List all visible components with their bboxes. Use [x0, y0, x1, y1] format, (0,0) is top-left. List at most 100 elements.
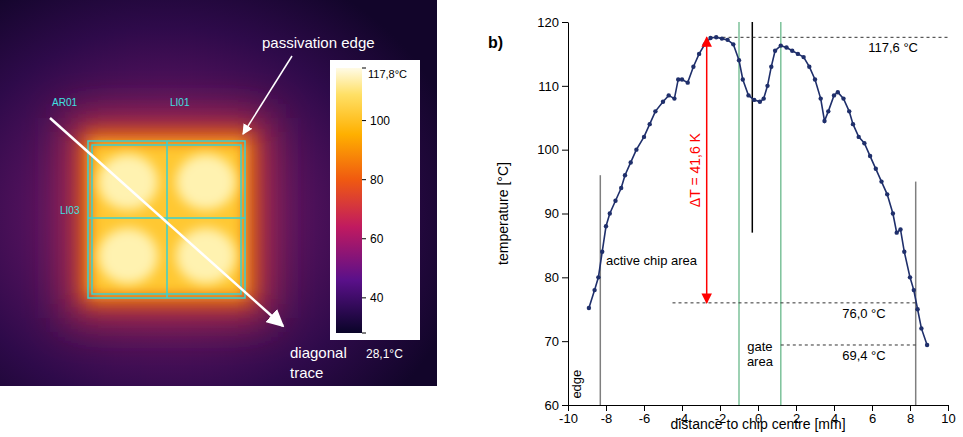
x-tick-label: -10 [559, 411, 578, 426]
x-tick-mark [568, 405, 569, 411]
data-point [784, 45, 788, 49]
vertical-line [780, 22, 782, 405]
annotation: edge [569, 370, 584, 399]
data-point [661, 100, 665, 104]
x-tick: 10 [941, 405, 955, 426]
data-point [862, 141, 866, 145]
colorbar-label: 80 [370, 173, 384, 187]
y-tick-label: 110 [538, 78, 559, 93]
data-point [790, 49, 794, 53]
hot-spot [98, 154, 158, 210]
y-tick: 60 [545, 398, 568, 413]
vertical-line [738, 22, 740, 405]
data-point [680, 77, 684, 81]
y-tick-label: 70 [545, 334, 559, 349]
delta-arrow [706, 37, 708, 303]
annotation: passivation edge [262, 34, 375, 51]
data-point [758, 100, 762, 104]
overlay-line [166, 141, 168, 298]
chart-title: b) [488, 34, 503, 51]
data-point [648, 122, 652, 126]
y-tick: 120 [537, 15, 568, 30]
colorbar-label: 40 [370, 291, 384, 305]
line-label: 76,0 °C [842, 306, 886, 321]
vertical-line [752, 22, 754, 233]
colorbar-gradient [336, 68, 362, 333]
vertical-line [600, 175, 602, 405]
y-tick-label: 120 [537, 15, 559, 30]
x-tick-label: -6 [639, 411, 651, 426]
y-tick-mark [562, 277, 568, 278]
annotation: active chip area [606, 253, 698, 268]
hot-spot [98, 228, 158, 284]
hot-spot [176, 154, 236, 210]
data-point [902, 250, 906, 254]
heat-glow [68, 118, 268, 318]
data-point [868, 154, 872, 158]
x-tick: -6 [639, 405, 651, 426]
x-tick-mark [796, 405, 797, 411]
x-tick: 8 [907, 405, 914, 426]
data-point [619, 186, 623, 190]
colorbar-tick [362, 179, 366, 180]
data-point [623, 173, 627, 177]
data-point [822, 119, 826, 123]
x-tick-mark [834, 405, 835, 411]
data-point [672, 96, 676, 100]
data-point [919, 326, 923, 330]
line-label: 69,4 °C [842, 348, 886, 363]
dashed-line [781, 344, 916, 345]
data-point [737, 58, 741, 62]
y-tick-label: 80 [545, 270, 559, 285]
data-point [832, 93, 836, 97]
colorbar-label: 117,8°C [368, 68, 407, 80]
data-point [841, 96, 845, 100]
data-point [915, 307, 919, 311]
data-point [592, 288, 596, 292]
annotation-line: diagonal [290, 344, 347, 361]
x-tick-mark [948, 405, 949, 411]
y-axis-title: temperature [°C] [495, 162, 511, 265]
data-point [925, 343, 929, 347]
data-point [608, 211, 612, 215]
data-point [765, 84, 769, 88]
data-point [714, 35, 718, 39]
x-tick: 6 [869, 405, 876, 426]
data-point [686, 80, 690, 84]
dashed-line [711, 37, 949, 38]
x-tick-mark [682, 405, 683, 411]
y-tick-mark [562, 405, 568, 406]
series [587, 35, 930, 347]
diagonal-arrow [50, 118, 283, 326]
colorbar-label: 60 [370, 232, 384, 246]
data-point [813, 77, 817, 81]
data-point [731, 42, 735, 46]
x-tick: -8 [601, 405, 613, 426]
measurement-overlay [88, 141, 245, 298]
annotation-line: gate [747, 339, 772, 354]
reference-lines [600, 22, 948, 405]
data-point [898, 227, 902, 231]
y-tick: 70 [545, 334, 568, 349]
data-point [691, 64, 695, 68]
y-tick-mark [562, 22, 568, 23]
y-axis-line [568, 23, 569, 406]
y-tick: 80 [545, 270, 568, 285]
colorbar-tick [362, 68, 366, 69]
data-point [874, 167, 878, 171]
data-point [762, 96, 766, 100]
line-chart: -10-8-6-4-2024681060708090100110120dista… [488, 15, 956, 432]
colorbar-tick [362, 120, 366, 121]
annotation: gatearea [747, 339, 774, 369]
x-tick-mark [606, 405, 607, 411]
overlay-label: LI03 [60, 205, 80, 216]
data-point [604, 224, 608, 228]
x-tick: -10 [559, 405, 578, 426]
data-point [879, 179, 883, 183]
dashed-line [673, 302, 916, 303]
colorbar: 28,1°C406080100117,8°C [330, 60, 420, 361]
data-point [587, 306, 591, 310]
delta-label: ΔT = 41,6 K [687, 132, 703, 207]
data-point [676, 77, 680, 81]
data-point [826, 109, 830, 113]
